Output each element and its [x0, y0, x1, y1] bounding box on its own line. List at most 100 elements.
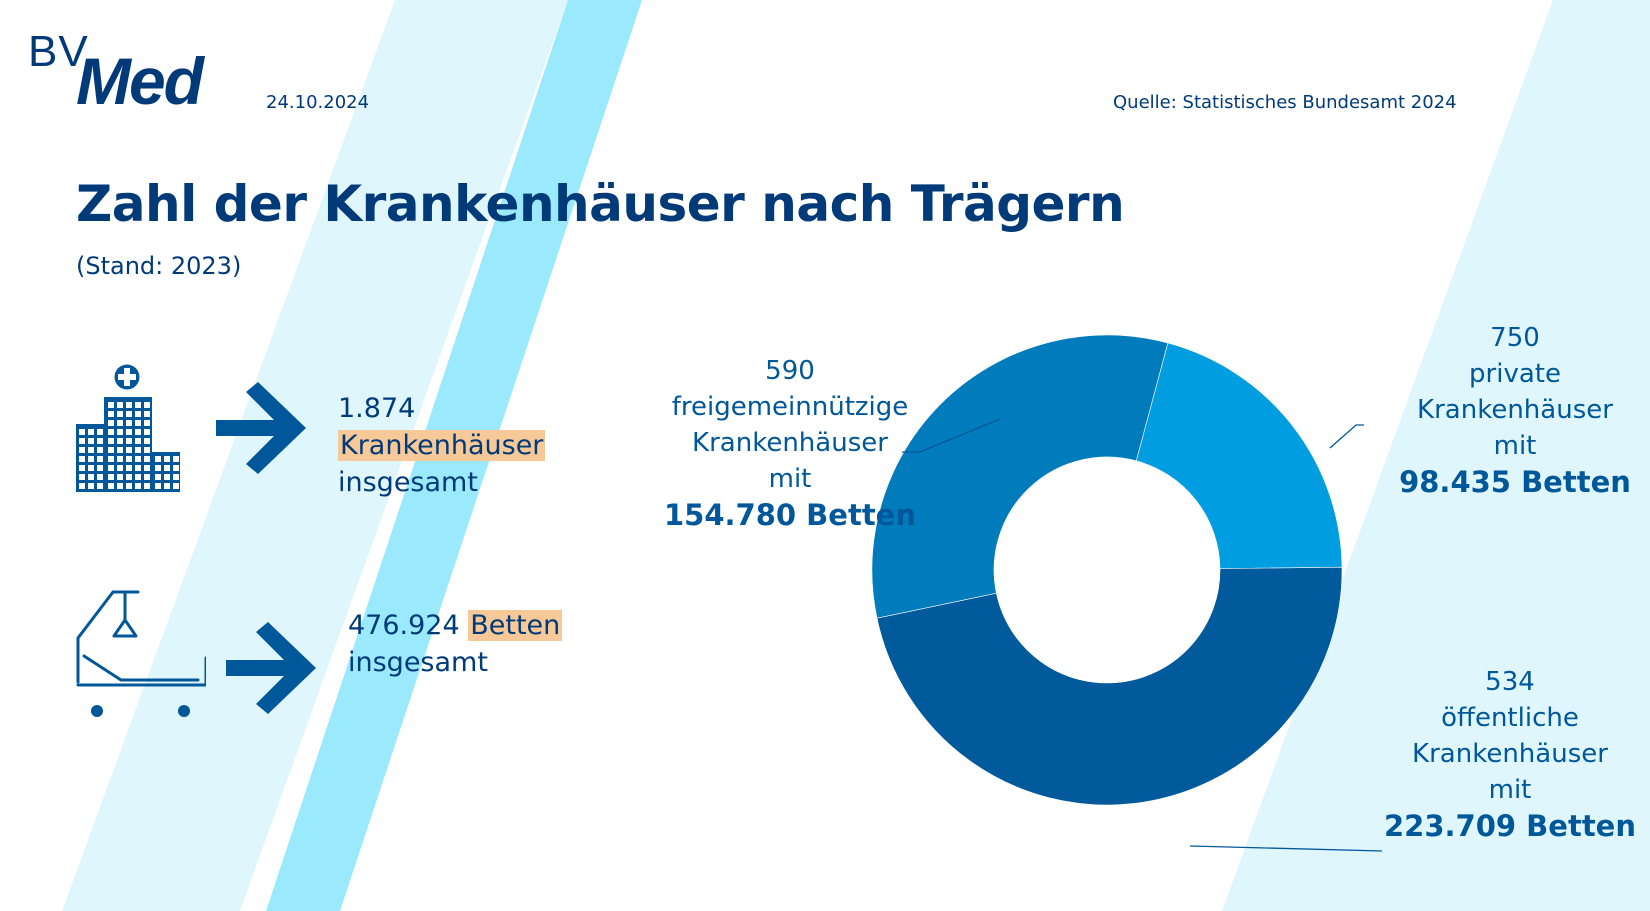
window	[108, 474, 114, 480]
window	[79, 429, 85, 435]
window	[88, 465, 94, 471]
window	[135, 420, 141, 426]
slice-label-oeffentliche: 534 öffentliche Krankenhäuser mit 223.70…	[1380, 664, 1640, 844]
window	[173, 483, 179, 489]
window	[164, 474, 170, 480]
window	[126, 447, 132, 453]
window	[108, 429, 114, 435]
window	[144, 447, 150, 453]
window	[117, 438, 123, 444]
window	[79, 447, 85, 453]
page-title: Zahl der Krankenhäuser nach Trägern	[76, 175, 1125, 233]
stripe-pale-left	[62, 0, 568, 911]
source-note: Quelle: Statistisches Bundesamt 2024	[1113, 92, 1457, 113]
window	[117, 447, 123, 453]
window	[88, 438, 94, 444]
window	[126, 474, 132, 480]
window	[135, 438, 141, 444]
window	[108, 402, 114, 408]
window	[108, 465, 114, 471]
window	[126, 438, 132, 444]
slice-label-mit: mit	[768, 464, 812, 494]
window	[79, 474, 85, 480]
leader-line-oeffentliche	[1189, 845, 1383, 852]
slice-label-mit: mit	[1488, 775, 1532, 805]
logo-med: Med	[76, 44, 204, 118]
stat-hospitals-value: 1.874	[338, 393, 416, 424]
window	[126, 411, 132, 417]
donut-slice-freigemeinnuetzige	[871, 334, 1169, 619]
slice-label-count: 750	[1490, 323, 1540, 353]
window	[155, 465, 161, 471]
window	[88, 447, 94, 453]
window	[79, 483, 85, 489]
window	[144, 438, 150, 444]
window	[88, 456, 94, 462]
window	[117, 420, 123, 426]
stripe-pale-right	[1222, 0, 1650, 911]
stat-hospitals-suffix: insgesamt	[338, 467, 478, 498]
window	[144, 429, 150, 435]
window	[108, 411, 114, 417]
window	[97, 456, 103, 462]
logo-bv: BV	[28, 27, 89, 76]
window	[126, 456, 132, 462]
date: 24.10.2024	[266, 92, 370, 113]
hospital-bed-icon	[76, 590, 206, 717]
window	[164, 456, 170, 462]
window	[144, 420, 150, 426]
arrow-right-icon	[226, 622, 316, 714]
window	[126, 429, 132, 435]
slice-label-type: freigemeinnützige	[671, 392, 909, 422]
window	[173, 465, 179, 471]
window	[144, 411, 150, 417]
window	[164, 483, 170, 489]
stat-beds-suffix: insgesamt	[348, 647, 488, 678]
slice-label-type: private	[1469, 359, 1561, 389]
window	[108, 438, 114, 444]
window	[117, 429, 123, 435]
window	[135, 465, 141, 471]
window	[144, 456, 150, 462]
window	[79, 438, 85, 444]
window	[88, 429, 94, 435]
window	[135, 456, 141, 462]
window	[126, 465, 132, 471]
leader-line-freigemeinnuetzige	[902, 418, 1001, 453]
window	[126, 420, 132, 426]
slice-label-type: öffentliche	[1441, 703, 1579, 733]
window	[108, 420, 114, 426]
slice-label-noun: Krankenhäuser	[692, 428, 888, 458]
arrow-right-icon	[216, 382, 306, 474]
window	[108, 483, 114, 489]
window	[97, 438, 103, 444]
window	[117, 411, 123, 417]
window	[144, 474, 150, 480]
slice-label-mit: mit	[1493, 431, 1537, 461]
window	[155, 483, 161, 489]
window	[126, 483, 132, 489]
donut-slice-oeffentliche	[876, 566, 1343, 806]
window	[164, 465, 170, 471]
slice-label-beds: 154.780 Betten	[664, 498, 916, 532]
slice-label-freigemeinnuetzige: 590 freigemeinnützige Krankenhäuser mit …	[640, 353, 940, 533]
window	[117, 456, 123, 462]
window	[117, 465, 123, 471]
donut-slice-private	[1135, 342, 1343, 569]
window	[173, 474, 179, 480]
window	[135, 474, 141, 480]
stat-beds-highlight: Betten	[468, 610, 563, 641]
window	[144, 465, 150, 471]
window	[97, 474, 103, 480]
hospital-building-icon	[76, 364, 180, 492]
leader-line-private	[1329, 424, 1364, 449]
slice-label-count: 534	[1485, 667, 1535, 697]
window	[135, 483, 141, 489]
slice-label-beds: 98.435 Betten	[1399, 465, 1631, 499]
window	[155, 474, 161, 480]
window	[117, 483, 123, 489]
slice-label-noun: Krankenhäuser	[1412, 739, 1608, 769]
window	[88, 474, 94, 480]
window	[97, 429, 103, 435]
window	[97, 465, 103, 471]
